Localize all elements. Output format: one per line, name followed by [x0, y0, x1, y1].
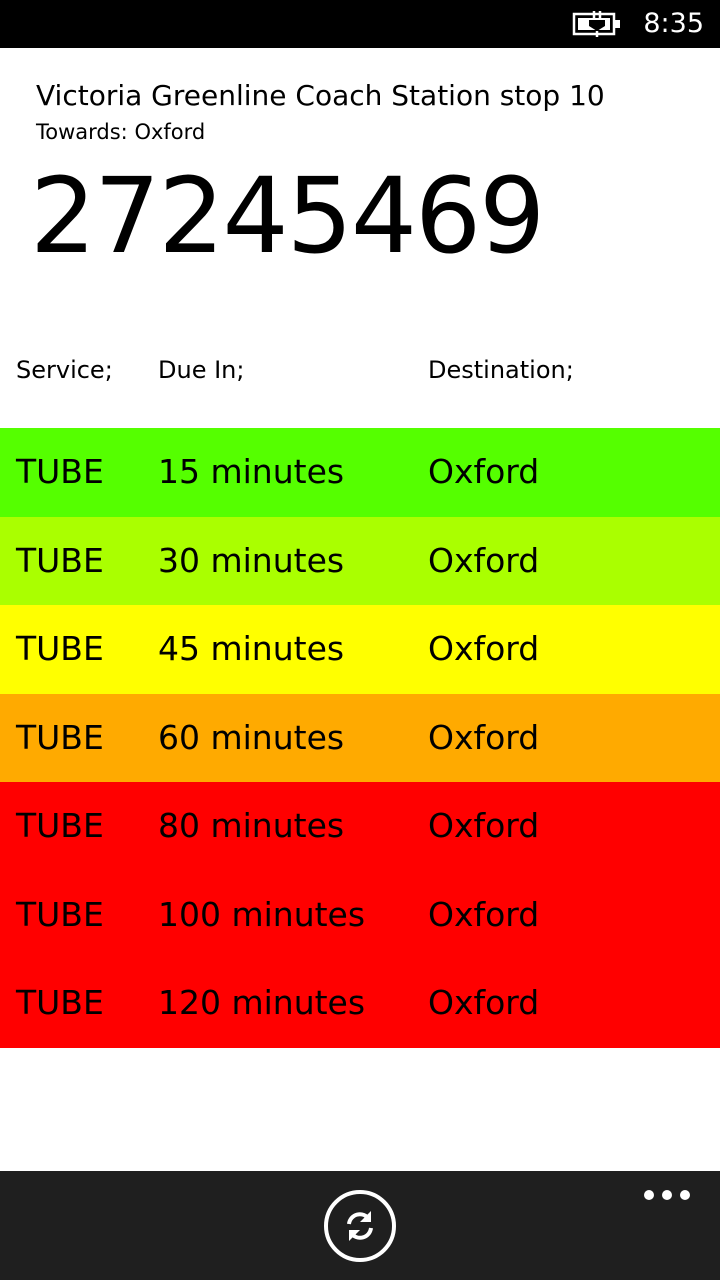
row-service: TUBE [16, 806, 104, 845]
ellipsis-icon [644, 1190, 654, 1200]
row-service: TUBE [16, 894, 104, 934]
row-due-in: 60 minutes [158, 717, 345, 757]
row-service: TUBE [16, 629, 104, 668]
stop-direction: Towards: Oxford [36, 120, 206, 144]
refresh-icon [347, 1211, 373, 1241]
row-due-in: 30 minutes [158, 540, 345, 580]
row-service: TUBE [16, 983, 104, 1022]
departure-row[interactable]: TUBE 15 minutes Oxford [0, 428, 720, 517]
departure-row[interactable]: TUBE 120 minutes Oxford [0, 959, 720, 1048]
departure-row[interactable]: TUBE 30 minutes Oxford [0, 516, 720, 605]
row-due-in: 80 minutes [158, 806, 345, 845]
row-due-in: 100 minutes [158, 894, 366, 934]
row-service: TUBE [16, 717, 104, 757]
table-header: Service; Due In; Destination; [0, 352, 720, 392]
row-destination: Oxford [428, 806, 540, 845]
row-destination: Oxford [428, 452, 540, 491]
row-destination: Oxford [428, 717, 540, 757]
stop-code: 27245469 [30, 155, 545, 277]
ellipsis-dot [680, 1190, 690, 1200]
header-service: Service; [16, 356, 113, 384]
app-bar [0, 1171, 720, 1280]
header-destination: Destination; [428, 356, 574, 384]
battery-charging-icon [572, 11, 620, 37]
row-destination: Oxford [428, 629, 540, 668]
header-due-in: Due In; [158, 356, 245, 384]
ellipsis-dot [662, 1190, 672, 1200]
more-options-button[interactable] [644, 1187, 690, 1203]
departure-row[interactable]: TUBE 45 minutes Oxford [0, 605, 720, 694]
departure-row[interactable]: TUBE 60 minutes Oxford [0, 693, 720, 782]
row-destination: Oxford [428, 983, 540, 1022]
departure-row[interactable]: TUBE 80 minutes Oxford [0, 782, 720, 871]
departure-row[interactable]: TUBE 100 minutes Oxford [0, 870, 720, 959]
row-destination: Oxford [428, 540, 540, 580]
row-service: TUBE [16, 452, 104, 491]
row-service: TUBE [16, 540, 104, 580]
stop-name: Victoria Greenline Coach Station stop 10 [36, 79, 605, 112]
status-time: 8:35 [643, 8, 704, 39]
departures-list: TUBE 15 minutes Oxford TUBE 30 minutes Oxford… [0, 428, 720, 1048]
row-due-in: 120 minutes [158, 983, 366, 1022]
status-bar: 8:35 [0, 0, 720, 48]
row-destination: Oxford [428, 894, 540, 934]
row-due-in: 45 minutes [158, 629, 345, 668]
refresh-button[interactable] [324, 1190, 396, 1262]
row-due-in: 15 minutes [158, 452, 345, 491]
